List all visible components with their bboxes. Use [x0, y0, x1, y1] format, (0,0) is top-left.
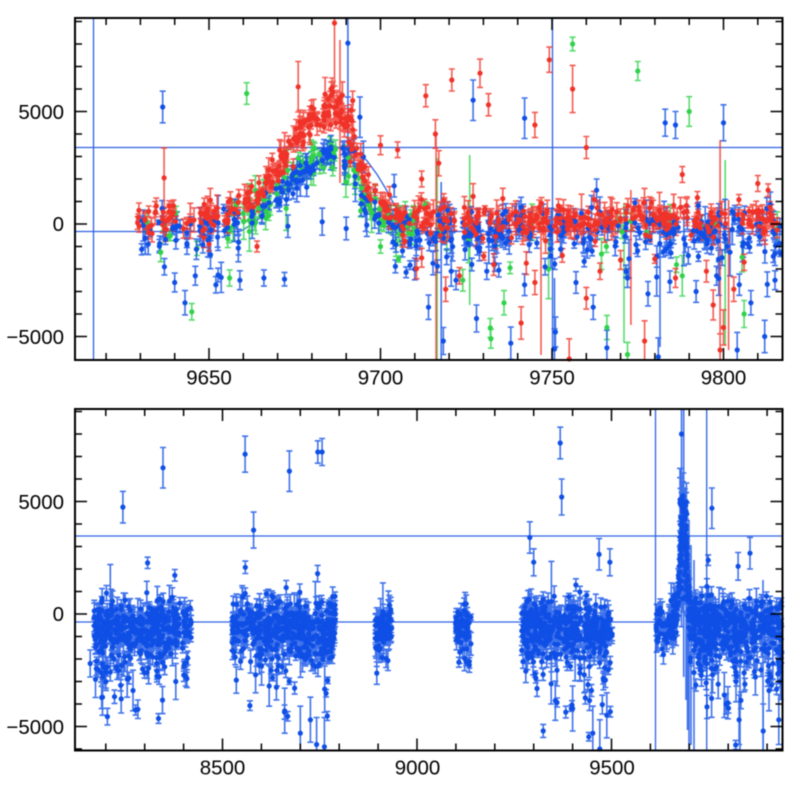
svg-text:9500: 9500 [589, 757, 635, 780]
svg-text:0: 0 [53, 603, 64, 626]
svg-text:9000: 9000 [395, 757, 441, 780]
svg-text:−5000: −5000 [6, 716, 64, 739]
svg-text:9800: 9800 [701, 367, 747, 390]
svg-text:5000: 5000 [18, 101, 64, 124]
svg-text:5000: 5000 [18, 491, 64, 514]
svg-text:0: 0 [53, 213, 64, 236]
svg-text:8500: 8500 [200, 757, 246, 780]
svg-text:9650: 9650 [186, 367, 232, 390]
svg-text:−5000: −5000 [6, 326, 64, 349]
svg-text:9700: 9700 [358, 367, 404, 390]
svg-text:9750: 9750 [529, 367, 575, 390]
